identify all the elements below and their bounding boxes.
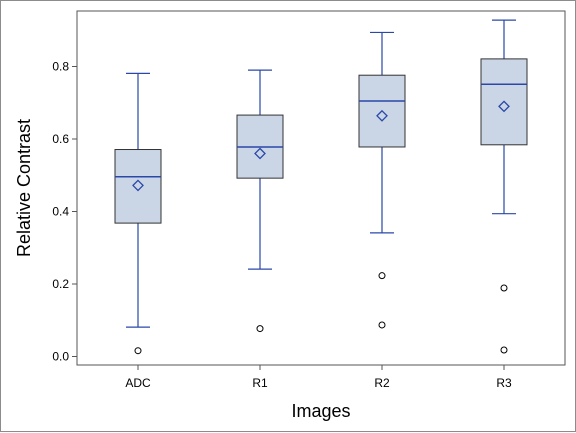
y-tick-label: 0.2 (52, 277, 69, 291)
box-adc (114, 72, 162, 355)
mean-marker (498, 100, 510, 113)
box-r2 (358, 31, 406, 329)
x-tick-label: R3 (496, 376, 512, 390)
y-tick-label: 0.0 (52, 350, 69, 364)
x-axis-title: Images (291, 401, 350, 421)
interquartile-box (114, 149, 162, 224)
mean-marker (254, 147, 266, 160)
y-tick-label: 0.8 (52, 60, 69, 74)
x-tick-label: R2 (374, 376, 390, 390)
x-tick-label: R1 (252, 376, 268, 390)
y-tick-label: 0.6 (52, 132, 69, 146)
outlier-point (378, 272, 386, 280)
mean-marker (132, 179, 144, 192)
x-tick-label: ADC (125, 376, 151, 390)
outlier-point (134, 347, 142, 355)
boxes-group (114, 19, 528, 355)
y-axis-title: Relative Contrast (14, 119, 34, 257)
box-r3 (480, 19, 528, 354)
outlier-point (378, 321, 386, 329)
x-axis: ADC R1 R2 R3 (125, 365, 512, 390)
box-r1 (236, 69, 284, 333)
outlier-point (256, 325, 264, 333)
y-tick-label: 0.4 (52, 205, 69, 219)
y-axis: 0.0 0.2 0.4 0.6 0.8 (52, 60, 77, 364)
outlier-point (500, 284, 508, 292)
mean-marker (376, 109, 388, 122)
outlier-point (500, 346, 508, 354)
